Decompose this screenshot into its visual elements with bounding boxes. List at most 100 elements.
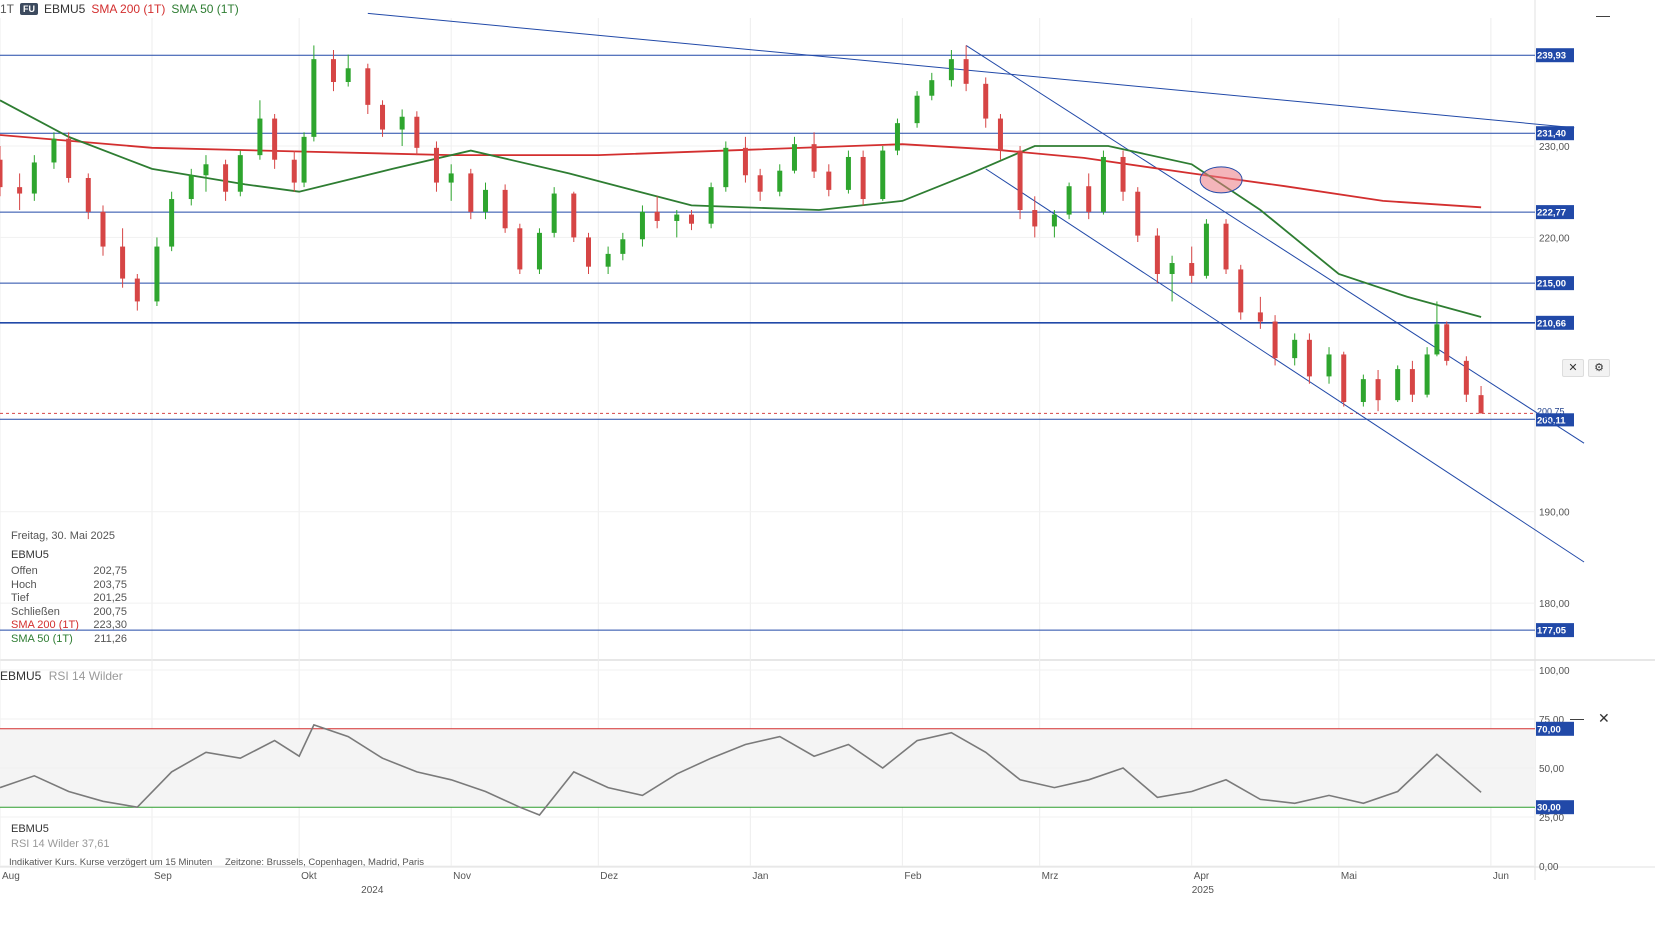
candle-body (517, 228, 523, 270)
candle-body (963, 59, 969, 84)
candle-body (1032, 210, 1038, 227)
candle-body (1272, 321, 1278, 359)
candle-body (1100, 156, 1106, 212)
candle-body (654, 211, 660, 221)
candle-body (433, 147, 439, 183)
candle-body (31, 162, 37, 194)
candle-body (929, 80, 935, 96)
candle-body (85, 178, 91, 212)
level-label: 231,40 (1537, 129, 1566, 140)
candle-body (997, 118, 1003, 151)
y-tick-label: 190,00 (1539, 508, 1570, 519)
candle-body (1424, 354, 1430, 395)
x-tick-label: Nov (453, 871, 471, 882)
candle-body (1478, 395, 1484, 414)
rsi-y-tick-label: 75,00 (1539, 715, 1564, 726)
info-row-sma50: SMA 50 (1T) 211,26 (11, 632, 127, 645)
candle-body (100, 211, 106, 247)
x-tick-label: Jun (1493, 871, 1509, 882)
candle-body (1086, 186, 1092, 212)
last-price-badge (1536, 406, 1574, 417)
candle-body (1292, 339, 1298, 359)
period-label[interactable]: 1T (0, 2, 15, 16)
x-tick-label: Sep (154, 871, 172, 882)
symbol-label[interactable]: EBMU5 (44, 2, 86, 16)
level-label: 177,05 (1537, 626, 1567, 637)
level-label: 239,93 (1537, 51, 1566, 62)
candle-body (66, 138, 72, 178)
x-tick-label: Mai (1341, 871, 1357, 882)
rsi-header: EBMU5 RSI 14 Wilder (0, 669, 123, 683)
candle-body (311, 59, 317, 137)
info-row-high: Hoch 203,75 (11, 578, 127, 591)
candle-body (1306, 339, 1312, 377)
candle-body (0, 159, 3, 188)
candle-body (1017, 150, 1023, 210)
candle-body (811, 144, 817, 172)
gear-icon[interactable]: ⚙ (1588, 359, 1610, 377)
x-tick-label: Mrz (1042, 871, 1059, 882)
info-date: Freitag, 30. Mai 2025 (11, 530, 115, 542)
sma50-legend[interactable]: SMA 50 (1T) (171, 2, 239, 16)
level-label: 222,77 (1537, 208, 1566, 219)
rsi-info-symbol: EBMU5 (11, 823, 49, 835)
x-tick-label: Apr (1194, 871, 1210, 882)
level-badge (1536, 315, 1574, 330)
candle-body (237, 155, 243, 192)
rsi-info-box: EBMU5 RSI 14 Wilder 37,61 (11, 822, 109, 852)
candle-body (914, 95, 920, 124)
rsi-indicator-label[interactable]: RSI 14 Wilder (48, 669, 123, 683)
candle-body (1326, 354, 1332, 377)
rsi-minimize-icon[interactable]: — (1570, 710, 1584, 726)
rsi-symbol[interactable]: EBMU5 (0, 669, 42, 683)
candle-body (203, 164, 209, 176)
candle-body (894, 123, 900, 151)
candle-body (551, 193, 557, 233)
info-row-open: Offen 202,75 (11, 565, 127, 577)
candle-body (483, 189, 489, 212)
x-tick-label: Okt (301, 871, 317, 882)
exchange-badge: FU (20, 3, 39, 15)
rsi-line (0, 723, 1482, 816)
price-panel-minimize-icon[interactable]: — (1596, 7, 1610, 23)
candle-body (585, 237, 591, 267)
level-label: 200,11 (1537, 415, 1566, 426)
level-badge (1536, 413, 1574, 427)
candle-body (468, 173, 474, 212)
last-price-label: 200,75 (1537, 406, 1565, 416)
year-label: 2025 (1192, 885, 1215, 896)
candle-body (223, 164, 229, 192)
candle-body (1360, 379, 1366, 402)
candle-body (845, 156, 851, 190)
candle-body (948, 59, 954, 81)
rsi-lower-badge (1536, 800, 1574, 815)
rsi-close-icon[interactable]: ✕ (1598, 710, 1610, 726)
candle-body (51, 138, 57, 163)
candle-body (1444, 324, 1450, 361)
rsi-y-tick-label: 100,00 (1539, 666, 1570, 677)
x-tick-label: Aug (2, 871, 20, 882)
candle-body (154, 246, 160, 302)
rsi-info-value: RSI 14 Wilder 37,61 (11, 838, 110, 850)
info-row-close: Schließen 200,75 (11, 605, 127, 618)
candle-body (1257, 312, 1263, 322)
rsi-y-tick-label: 50,00 (1539, 764, 1564, 775)
y-tick-label: 180,00 (1539, 599, 1570, 610)
sma200-legend[interactable]: SMA 200 (1T) (91, 2, 166, 16)
sma50-line (0, 99, 1482, 318)
x-tick-label: Dez (600, 871, 618, 882)
level-label: 215,00 (1537, 279, 1566, 290)
candle-body (120, 246, 126, 279)
close-icon[interactable]: ✕ (1562, 359, 1584, 377)
candle-body (134, 278, 140, 302)
x-tick-label: Feb (904, 871, 922, 882)
rsi-y-tick-label: 25,00 (1539, 813, 1564, 824)
trend-line (965, 45, 1585, 444)
level-label: 210,66 (1537, 318, 1566, 329)
candle-body (1120, 156, 1126, 192)
candle-body (620, 239, 626, 254)
info-symbol: EBMU5 (11, 548, 49, 561)
candle-body (380, 104, 386, 130)
